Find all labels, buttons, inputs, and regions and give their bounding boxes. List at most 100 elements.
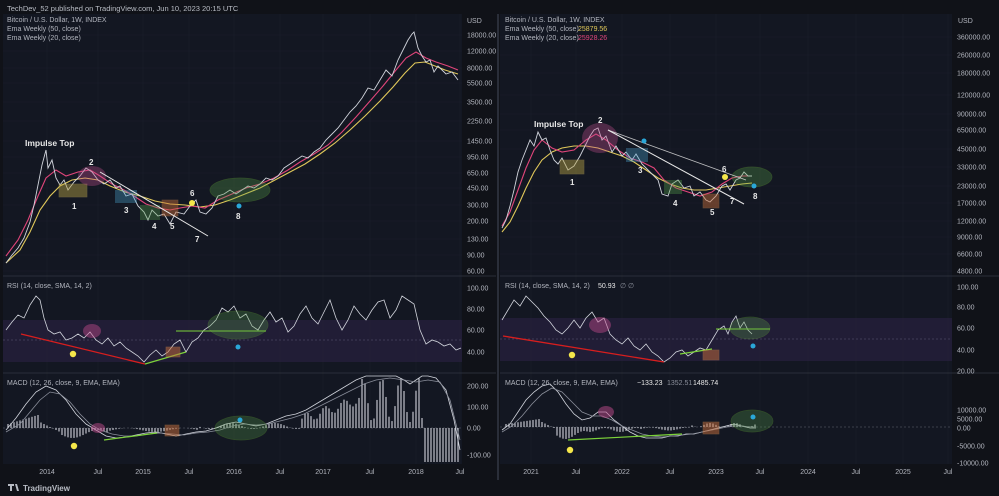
chart-left-price-line: [5, 31, 459, 264]
chart-right-box-4: [664, 180, 682, 194]
chart-left-macd-label: MACD (12, 26, close, 9, EMA, EMA): [7, 380, 120, 387]
chart-right-macd-box: [702, 421, 720, 435]
time-tick-label: 2018: [408, 469, 424, 476]
time-tick-label: Jul: [456, 469, 465, 476]
chart-left-rsi-ellipse: [83, 324, 101, 338]
chart-left-macd-ellipse-green: [214, 415, 268, 441]
time-tick-label: 2021: [523, 469, 539, 476]
chart-left-marker-5: 5: [170, 222, 175, 231]
chart-right-marker-2: 2: [598, 116, 603, 125]
price-tick-label: 4800.00: [957, 269, 982, 276]
chart-left-ellipse-8: [209, 177, 271, 203]
chart-right-ema20-label: Ema Weekly (20, close): [505, 35, 579, 42]
chart-left-rsi-axis[interactable]: 100.00 80.00 60.00 40.00: [467, 286, 489, 357]
rsi-tick-label: 100.00: [957, 285, 979, 292]
chart-left-marker-3: 3: [124, 206, 129, 215]
chart-right-rsi-axis[interactable]: 100.00 80.00 60.00 40.00 20.00: [957, 285, 979, 376]
price-tick-label: 60.00: [467, 269, 485, 276]
rsi-tick-label: 20.00: [957, 369, 975, 376]
chart-right-time-axis[interactable]: 2021 Jul 2022 Jul 2023 Jul 2024 Jul 2025 Jul: [523, 469, 953, 476]
chart-right-price-axis[interactable]: 360000.00 260000.00 180000.00 120000.00 9000…: [957, 35, 990, 276]
time-tick-label: 2025: [895, 469, 911, 476]
chart-right-marker-7: 7: [730, 197, 735, 206]
price-tick-label: 23000.00: [957, 184, 986, 191]
chart-left-box-4: [140, 205, 160, 220]
chart-right-ellipse-2: [582, 123, 618, 153]
chart-right-marker-1: 1: [570, 178, 575, 187]
chart-right[interactable]: Impulse Top 1 2 3 4 5 6 7 8 Bitcoin / U.…: [500, 14, 999, 476]
chart-left[interactable]: Impulse Top 1 2 3 4 5 6 7 8 Bitcoin / U.…: [3, 14, 496, 476]
chart-left-macd-cyan-dot: [237, 417, 243, 423]
time-tick-label: Jul: [94, 469, 103, 476]
price-tick-label: 12000.00: [957, 219, 986, 226]
chart-right-macd-value: −133.23: [637, 380, 663, 387]
chart-left-marker-7: 7: [195, 235, 200, 244]
chart-left-macd-axis[interactable]: 200.00 100.00 0.00 -100.00: [467, 384, 491, 460]
chart-right-macd-ellipse-green: [730, 409, 774, 433]
price-tick-label: 6600.00: [957, 252, 982, 259]
macd-tick-label: -10000.00: [957, 461, 989, 468]
chart-right-box-5: [702, 193, 720, 209]
price-tick-label: 9000.00: [957, 235, 982, 242]
price-tick-label: 450.00: [467, 186, 489, 193]
time-tick-label: Jul: [756, 469, 765, 476]
price-tick-label: 300.00: [467, 203, 489, 210]
rsi-tick-label: 60.00: [957, 326, 975, 333]
chart-left-rsi-red-trendline: [20, 333, 146, 365]
chart-right-rsi-yellow-dot: [568, 351, 576, 359]
price-tick-label: 45000.00: [957, 147, 986, 154]
chart-right-title: Bitcoin / U.S. Dollar, 1W, INDEX: [505, 17, 605, 24]
chart-right-rsi-value: 50.93: [598, 283, 616, 290]
chart-right-ema50-line: [501, 145, 753, 233]
chart-right-rsi-settings-icon[interactable]: ∅ ∅: [620, 283, 634, 290]
price-tick-label: 33000.00: [957, 165, 986, 172]
time-tick-label: 2017: [315, 469, 331, 476]
chart-right-ema20-value: 25928.26: [578, 35, 607, 42]
chart-left-macd-histogram: [7, 378, 459, 462]
chart-left-marker-1: 1: [72, 202, 77, 211]
chart-right-macd-ellipse: [598, 406, 614, 418]
tradingview-logo-icon: [8, 484, 19, 491]
chart-left-box-5: [161, 199, 179, 217]
macd-tick-label: 5000.00: [957, 417, 982, 424]
price-tick-label: 90.00: [467, 253, 485, 260]
price-tick-label: 18000.00: [467, 33, 496, 40]
macd-tick-label: -100.00: [467, 453, 491, 460]
chart-right-unit: USD: [958, 18, 973, 25]
time-tick-label: 2014: [39, 469, 55, 476]
chart-right-marker-8: 8: [753, 192, 758, 201]
chart-left-marker-2: 2: [89, 158, 94, 167]
chart-left-grid: [3, 14, 462, 464]
chart-left-ema50-label: Ema Weekly (50, close): [7, 26, 81, 33]
chart-right-macd-axis[interactable]: 10000.00 5000.00 0.00 -5000.00 -10000.00: [957, 408, 989, 468]
chart-right-ema50-label: Ema Weekly (50, close): [505, 26, 579, 33]
chart-left-rsi-box: [165, 346, 181, 358]
time-tick-label: Jul: [572, 469, 581, 476]
chart-left-ellipse-2: [78, 166, 106, 186]
chart-left-rsi-ellipse-green: [207, 310, 269, 340]
price-tick-label: 180000.00: [957, 71, 990, 78]
time-tick-label: Jul: [852, 469, 861, 476]
time-tick-label: 2023: [708, 469, 724, 476]
macd-tick-label: -5000.00: [957, 444, 985, 451]
chart-right-macd-cyan-dot: [750, 414, 756, 420]
time-tick-label: Jul: [366, 469, 375, 476]
chart-right-cyan-dot-upper: [641, 138, 647, 144]
price-tick-label: 5500.00: [467, 81, 492, 88]
chart-left-price-axis[interactable]: 18000.00 12000.00 8000.00 5500.00 3500.00 225…: [467, 33, 496, 276]
chart-right-marker-5: 5: [710, 208, 715, 217]
price-tick-label: 65000.00: [957, 128, 986, 135]
chart-left-cyan-dot: [236, 203, 242, 209]
chart-right-rsi-band: [500, 318, 952, 361]
chart-right-rsi-cyan-dot: [750, 343, 756, 349]
chart-right-trendline-upper: [607, 129, 747, 181]
time-tick-label: Jul: [276, 469, 285, 476]
macd-tick-label: 100.00: [467, 405, 489, 412]
chart-left-macd-ellipse: [91, 423, 105, 433]
chart-left-time-axis[interactable]: 2014 Jul 2015 Jul 2016 Jul 2017 Jul 2018 Jul: [39, 469, 465, 476]
chart-right-marker-3: 3: [638, 166, 643, 175]
chart-right-rsi-ellipse: [589, 317, 611, 333]
price-tick-label: 90000.00: [957, 112, 986, 119]
chart-right-rsi-red-trendline: [502, 335, 665, 363]
